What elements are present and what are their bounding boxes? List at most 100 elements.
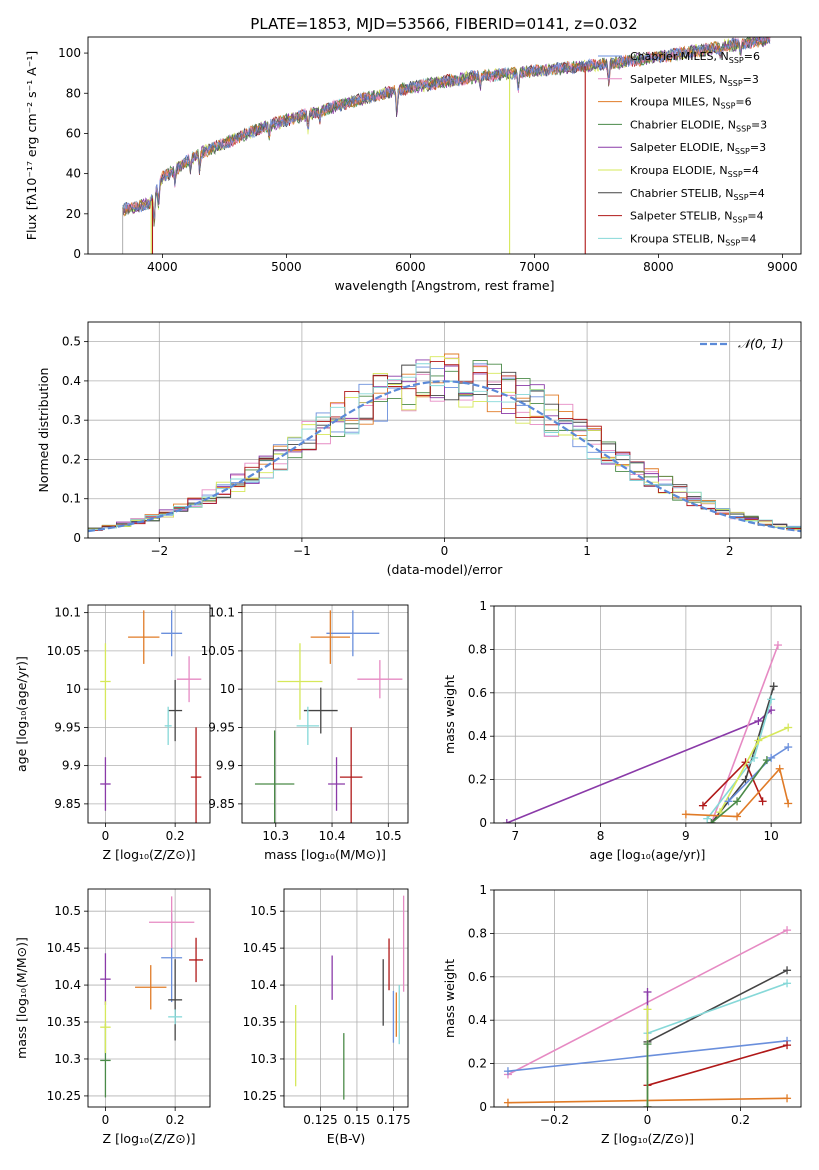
weight_vs_age-xtick-label: 9 <box>682 829 690 843</box>
spectrum-ytick-label: 0 <box>73 247 81 261</box>
age_vs_Z-ytick-label: 9.85 <box>54 797 81 811</box>
normal-reference-curve <box>88 380 801 533</box>
legend-label-chabrier_stelib: Chabrier STELIB, NSSP=4 <box>630 187 765 202</box>
spectrum-frame <box>87 36 802 255</box>
legend-label-text: Chabrier ELODIE, N <box>630 118 736 131</box>
mass_vs_ebv-ytick-label: 10.45 <box>243 941 277 955</box>
age_vs_Z-xlabel: Z [log₁₀(Z/Z⊙)] <box>103 847 196 862</box>
age_vs_Z-ytick-label: 9.9 <box>62 759 81 773</box>
residuals-ytick-label: 0.1 <box>62 492 81 506</box>
age_vs_mass-frame <box>241 604 409 824</box>
spectrum-ylabel: Flux [fλ10⁻¹⁷ erg cm⁻² s⁻¹ A⁻¹] <box>24 51 39 240</box>
weight_vs_Z-xtick-label: −0.2 <box>540 1113 569 1127</box>
legend-label-tail: =4 <box>749 187 765 200</box>
spectrum-ytick-label: 80 <box>66 86 81 100</box>
legend-label-sub: SSP <box>732 216 747 225</box>
weight_vs_age-ytick-label: 0 <box>479 816 487 830</box>
legend-label-kroupa_miles: Kroupa MILES, NSSP=6 <box>630 96 752 111</box>
age_vs_Z-ytick-label: 10.1 <box>54 606 81 620</box>
mass_vs_Z-ytick-label: 10.4 <box>54 978 81 992</box>
age_vs_Z-plot-area <box>100 610 202 823</box>
mass_vs_Z-ytick-label: 10.35 <box>47 1015 81 1029</box>
legend-label-chabrier_miles: Chabrier MILES, NSSP=6 <box>630 50 760 65</box>
weight_vs_Z-ylabel: mass weight <box>442 959 457 1038</box>
residuals-xtick-label: −1 <box>293 544 311 558</box>
age_vs_Z-xtick-label: 0 <box>102 829 110 843</box>
mass_vs_ebv-ticks: 0.125 0.15 0.175 10.25 10.3 10.35 10.4 10.45 10.… <box>243 888 411 1127</box>
weight_vs_Z-ytick-label: 0.8 <box>468 926 487 940</box>
residuals-ytick-label: 0.3 <box>62 413 81 427</box>
residuals-xtick-label: 0 <box>441 544 449 558</box>
mass_vs_Z-xtick-label: 0 <box>102 1113 110 1127</box>
legend-label-salpeter_elodie: Salpeter ELODIE, NSSP=3 <box>630 141 766 156</box>
legend-label-normal: 𝒩(0, 1) <box>738 336 784 351</box>
spectrum-ticks: 4000 5000 6000 7000 8000 9000 0 20 40 60 80 100 <box>58 36 802 274</box>
age_vs_mass-ytick-label: 9.9 <box>216 759 235 773</box>
age_vs_mass-ticks: 10.3 10.4 10.5 9.85 9.9 9.95 10 10.05 10.1 <box>201 604 409 843</box>
mass_vs_ebv-xtick-label: 0.15 <box>344 1113 371 1127</box>
legend-label-salpeter_stelib: Salpeter STELIB, NSSP=4 <box>630 210 764 225</box>
legend-label-tail: =6 <box>744 50 760 63</box>
weight_vs_age-frame <box>493 605 802 824</box>
mass_vs_Z-ytick-label: 10.3 <box>54 1052 81 1066</box>
legend-label-kroupa_stelib: Kroupa STELIB, NSSP=4 <box>630 232 756 247</box>
legend-label-sub: SSP <box>725 238 740 247</box>
spectrum-xtick-label: 8000 <box>643 260 674 274</box>
weight_vs_age-ytick-label: 1 <box>479 599 487 613</box>
mass_vs_ebv-plot-area <box>295 895 405 1100</box>
age_vs_mass-xtick-label: 10.4 <box>319 829 346 843</box>
legend-label-text: Salpeter MILES, N <box>630 73 728 86</box>
weight_vs_age-ytick-label: 0.6 <box>468 686 487 700</box>
legend-label-sub: SSP <box>728 170 743 179</box>
residuals-ytick-label: 0.2 <box>62 452 81 466</box>
spectrum-ytick-label: 20 <box>66 207 81 221</box>
mass_vs_Z-ytick-label: 10.5 <box>54 904 81 918</box>
weight_vs_Z-ytick-label: 1 <box>479 883 487 897</box>
residuals-xtick-label: −2 <box>150 544 168 558</box>
age_vs_Z-ylabel: age [log₁₀(age/yr)] <box>14 656 29 772</box>
spectrum-ytick-label: 40 <box>66 167 81 181</box>
spectrum-xtick-label: 4000 <box>147 260 178 274</box>
residuals-xtick-label: 1 <box>583 544 591 558</box>
plots-layer: 4000 5000 6000 7000 8000 9000020406080100wave… <box>14 36 802 1146</box>
mass_vs_Z-ytick-label: 10.25 <box>47 1089 81 1103</box>
weight_vs_Z-ytick-label: 0 <box>479 1100 487 1114</box>
mass_vs_Z-plot-area <box>100 896 204 1098</box>
age_vs_mass-xtick-label: 10.5 <box>375 829 402 843</box>
legend-label-text: Chabrier MILES, N <box>630 50 729 63</box>
weight_vs_Z-line-kroupa_stelib <box>647 982 788 1034</box>
weight_vs_Z-xlabel: Z [log₁₀(Z/Z⊙)] <box>601 1131 694 1146</box>
weight_vs_age-line-kroupa_miles <box>685 767 789 818</box>
residuals-xtick-label: 2 <box>726 544 734 558</box>
age_vs_Z-ytick-label: 10.05 <box>47 644 81 658</box>
mass_vs_Z-frame <box>87 888 211 1108</box>
legend-label-salpeter_miles: Salpeter MILES, NSSP=3 <box>630 73 759 88</box>
mass_vs_ebv-frame <box>283 888 409 1108</box>
weight_vs_Z-ytick-label: 0.6 <box>468 970 487 984</box>
residuals-frame <box>87 321 802 539</box>
age_vs_Z-frame <box>87 604 211 824</box>
mass_vs_Z-ticks: 0 0.2 10.25 10.3 10.35 10.4 10.45 10.5 <box>47 888 211 1127</box>
age_vs_mass-axes <box>242 605 408 823</box>
spectrum-series-salpeter_miles <box>122 37 771 220</box>
weight_vs_Z-xtick-label: 0.2 <box>731 1113 750 1127</box>
legend-label-tail: =4 <box>743 164 759 177</box>
age_vs_Z-ticks: 0 0.2 9.85 9.9 9.95 10 10.05 10.1 <box>47 604 211 843</box>
legend-label-tail: =4 <box>747 210 763 223</box>
legend-label-chabrier_elodie: Chabrier ELODIE, NSSP=3 <box>630 118 767 133</box>
age_vs_Z-ytick-label: 10 <box>66 682 81 696</box>
mass_vs_ebv-ytick-label: 10.35 <box>243 1015 277 1029</box>
weight_vs_Z-frame <box>493 889 802 1108</box>
legend-label-text: Kroupa MILES, N <box>630 96 720 109</box>
mass_vs_ebv-ytick-label: 10.25 <box>243 1089 277 1103</box>
mass_vs_ebv-ytick-label: 10.4 <box>250 978 277 992</box>
residuals-ticks: −2 −1 0 1 2 0 0.1 0.2 0.3 0.4 0.5 <box>62 321 802 558</box>
residuals-ytick-label: 0 <box>73 531 81 545</box>
residuals-ylabel: Normed distribution <box>36 368 51 493</box>
age_vs_mass-ytick-label: 10.1 <box>208 606 235 620</box>
spectrum-ytick-label: 100 <box>58 46 81 60</box>
legend-label-sub: SSP <box>734 193 749 202</box>
mass_vs_ebv-xtick-label: 0.175 <box>376 1113 410 1127</box>
mass_vs_Z-ytick-label: 10.45 <box>47 941 81 955</box>
